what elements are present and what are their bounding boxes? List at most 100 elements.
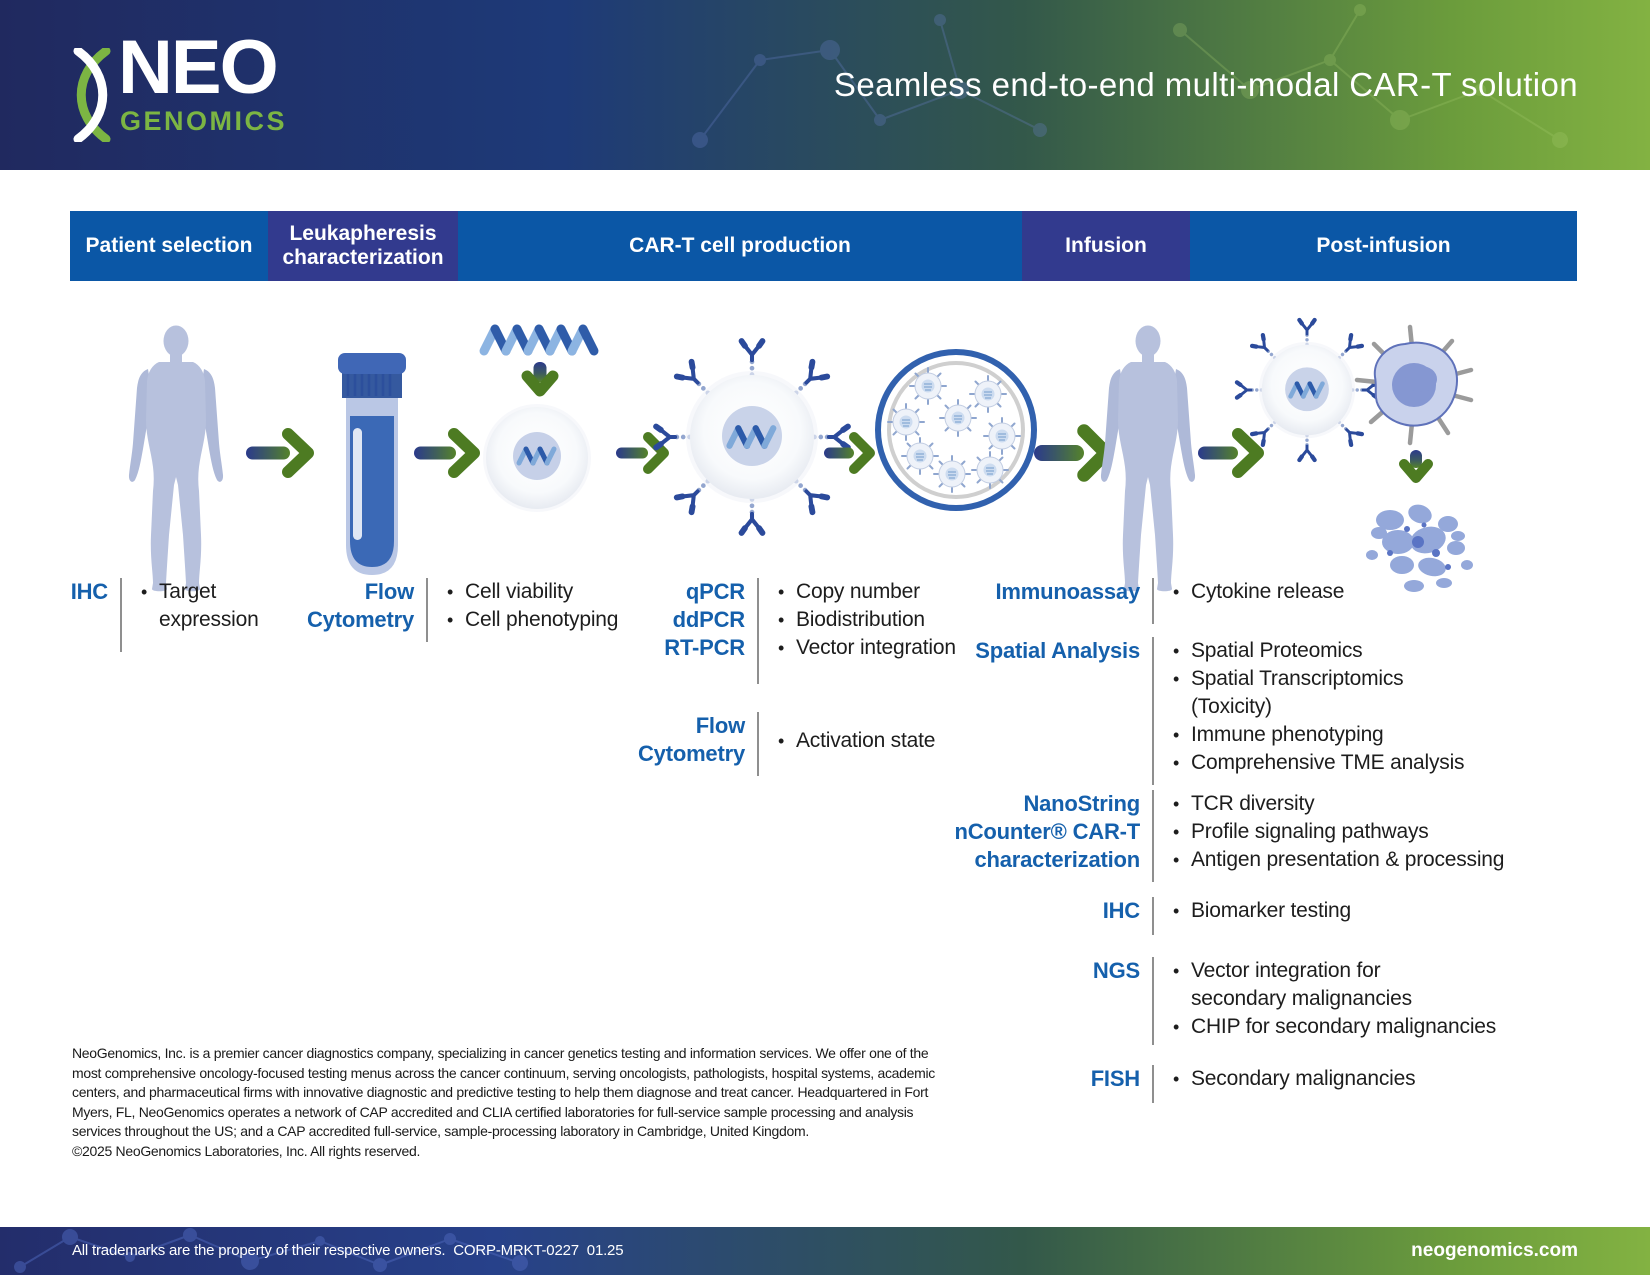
divider (757, 712, 759, 776)
stage-leukapheresis-characterization: Leukapheresis characterization (268, 211, 458, 281)
test-detail-list: Biomarker testing (1167, 897, 1497, 925)
dna-x-logo-icon (73, 48, 111, 142)
test-detail-item: Biomarker testing (1167, 897, 1497, 925)
test-detail-list: Secondary malignancies (1167, 1065, 1497, 1093)
test-detail-item: Activation state (772, 727, 935, 755)
arrow-right-icon (1198, 428, 1264, 478)
header-banner: NEO GENOMICS Seamless end-to-end multi-m… (0, 0, 1650, 170)
divider (1152, 578, 1154, 624)
test-detail-item: Vector integration for secondary maligna… (1167, 957, 1539, 1013)
about-text: NeoGenomics, Inc. is a premier cancer di… (72, 1044, 935, 1161)
bottom-bar: All trademarks are the property of their… (0, 1227, 1650, 1275)
blood-tube-icon (338, 353, 406, 575)
divider (1152, 897, 1154, 935)
test-detail-item: Cytokine release (1167, 578, 1497, 606)
about-text-line: NeoGenomics, Inc. is a premier cancer di… (72, 1045, 929, 1061)
test-group-ihc-right: IHC Biomarker testing (978, 897, 1497, 935)
stage-label: Patient selection (85, 234, 253, 257)
divider (1152, 1065, 1154, 1103)
about-text-line: most comprehensive oncology-focused test… (72, 1064, 936, 1081)
test-detail-item: Antigen presentation & processing (1167, 846, 1567, 874)
trademark-line: All trademarks are the property of their… (72, 1242, 624, 1259)
test-group-spatial: Spatial Analysis Spatial ProteomicsSpatia… (930, 637, 1517, 785)
transduced-cell-icon (483, 404, 591, 512)
stage-label: Leukapheresis characterization (282, 222, 444, 269)
test-detail-item: Spatial Proteomics (1167, 637, 1517, 665)
test-detail-item: Copy number (772, 578, 1020, 606)
test-method-label: Immunoassay (995, 579, 1140, 604)
neogenomics-logo: NEO GENOMICS (70, 30, 300, 146)
patient-figure-icon (128, 325, 224, 592)
test-method-label: Flow Cytometry (306, 579, 414, 632)
divider (1152, 957, 1154, 1045)
arrow-right-icon (824, 432, 875, 474)
test-detail-list: Cell viabilityCell phenotyping (441, 578, 666, 634)
test-group-ihc-left: IHC Target expression (58, 578, 300, 652)
website-link[interactable]: neogenomics.com (1411, 1240, 1578, 1261)
test-method-label: IHC (70, 579, 108, 604)
car-t-cell-icon (652, 337, 852, 537)
about-text-line: centers, and pharmaceutical firms with i… (72, 1084, 929, 1100)
test-detail-item: Profile signaling pathways (1167, 818, 1567, 846)
test-detail-item: Comprehensive TME analysis (1167, 749, 1517, 777)
divider (120, 578, 122, 652)
infusion-patient-figure-icon (1100, 325, 1196, 592)
arrow-right-icon (1034, 424, 1113, 482)
test-detail-item: Spatial Transcriptomics (Toxicity) (1167, 665, 1517, 721)
divider (1152, 790, 1154, 882)
logo-text-neo: NEO (118, 25, 279, 110)
about-text-line: Myers, FL, NeoGenomics operates a networ… (72, 1103, 914, 1120)
test-method-label: NanoString nCounter® CAR-T characterizatio… (954, 791, 1140, 872)
test-group-ngs: NGS Vector integration for secondary mali… (978, 957, 1539, 1045)
test-method-label: NGS (1092, 958, 1140, 983)
stage-label: CAR-T cell production (629, 234, 851, 257)
test-detail-list: Cytokine release (1167, 578, 1497, 606)
dead-cancer-cell-icon (1366, 504, 1473, 592)
test-detail-item: Vector integration (772, 634, 1020, 662)
arrow-right-icon (616, 432, 669, 474)
page-title: Seamless end-to-end multi-modal CAR-T so… (833, 66, 1578, 103)
test-detail-item: Cell phenotyping (441, 606, 666, 634)
about-text-line: ©2025 NeoGenomics Laboratories, Inc. All… (72, 1142, 421, 1159)
cancer-cell-icon (1354, 324, 1474, 446)
test-method-label: IHC (1102, 898, 1140, 923)
test-detail-item: Target expression (135, 578, 300, 634)
test-detail-list: TCR diversityProfile signaling pathwaysA… (1167, 790, 1567, 874)
stage-label: Infusion (1065, 234, 1147, 257)
test-group-nanostring: NanoString nCounter® CAR-T characterizatio… (930, 790, 1567, 882)
dna-helix-icon (479, 324, 599, 356)
test-detail-item: TCR diversity (1167, 790, 1567, 818)
test-detail-list: Spatial ProteomicsSpatial Transcriptomic… (1167, 637, 1517, 777)
divider (426, 578, 428, 642)
test-detail-item: Immune phenotyping (1167, 721, 1517, 749)
test-method-label: FISH (1090, 1066, 1141, 1091)
test-method-label: qPCR ddPCR RT-PCR (664, 579, 745, 660)
logo-text-genomics: GENOMICS (120, 106, 288, 136)
arrow-right-icon (246, 428, 314, 478)
arrow-down-icon (521, 362, 559, 397)
divider (1152, 637, 1154, 785)
test-detail-list: Vector integration for secondary maligna… (1167, 957, 1539, 1041)
test-detail-item: Cell viability (441, 578, 666, 606)
test-detail-item: Biodistribution (772, 606, 1020, 634)
test-method-label: Spatial Analysis (975, 638, 1140, 663)
stage-label: Post-infusion (1316, 234, 1451, 257)
about-text-line: services throughout the US; and a CAP ac… (72, 1123, 809, 1139)
car-t-attack-icon (1234, 317, 1380, 463)
test-detail-list: Copy numberBiodistributionVector integra… (772, 578, 1020, 662)
test-detail-item: CHIP for secondary malignancies (1167, 1013, 1539, 1041)
test-detail-item: Secondary malignancies (1167, 1065, 1497, 1093)
test-detail-list: Activation state (772, 712, 1020, 770)
divider (757, 578, 759, 684)
arrow-down-icon (1399, 450, 1433, 483)
stage-post-infusion: Post-infusion (1190, 211, 1577, 281)
arrow-right-icon (414, 428, 480, 478)
test-detail-list: Target expression (135, 578, 300, 634)
stage-cart-cell-production: CAR-T cell production (458, 211, 1022, 281)
test-group-fish: FISH Secondary malignancies (978, 1065, 1497, 1103)
test-method-label: Flow Cytometry (637, 713, 745, 766)
